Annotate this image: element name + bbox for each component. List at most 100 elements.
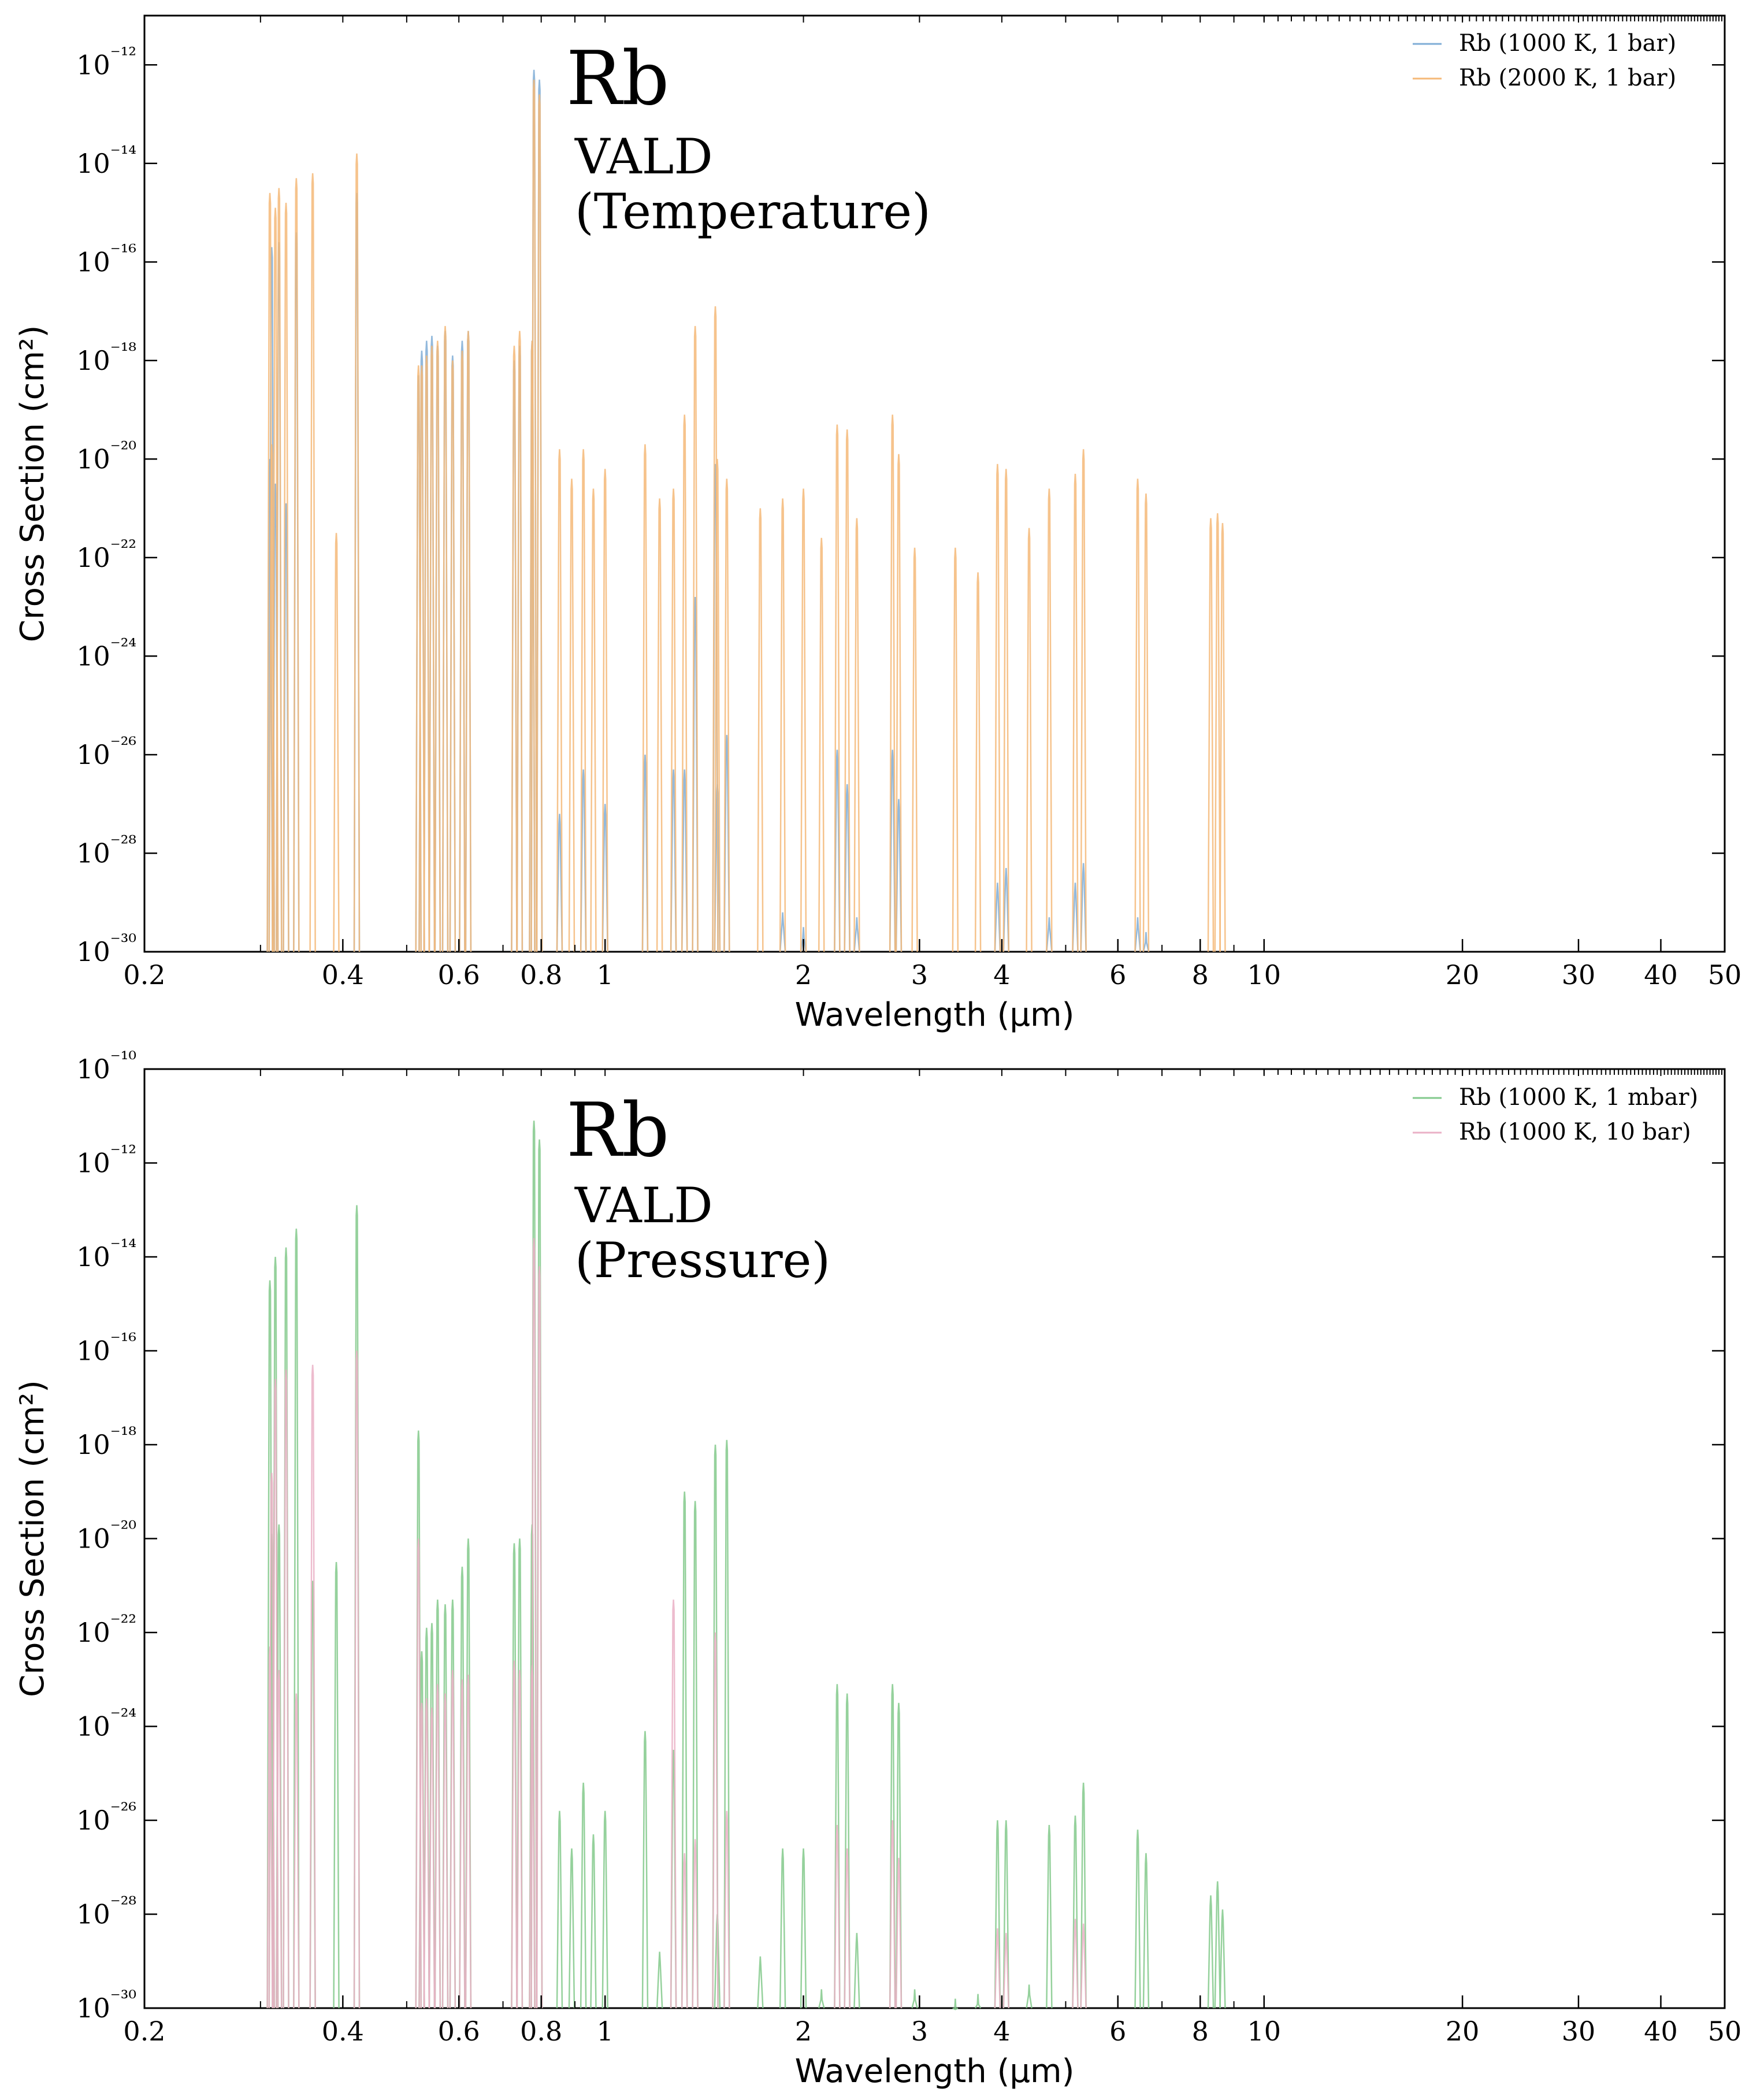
x-tick-label: 20	[1446, 959, 1480, 990]
spectral-line	[511, 1660, 518, 2009]
spectral-line	[530, 79, 537, 952]
y-axis-label: Cross Section (cm²)	[14, 1380, 51, 1697]
spectral-line	[423, 1698, 430, 2009]
spectral-line	[1080, 863, 1087, 952]
spectral-line	[952, 547, 959, 952]
spectral-line	[415, 365, 422, 952]
spectral-line	[516, 331, 523, 952]
spectral-line	[556, 814, 563, 952]
spectral-line	[853, 917, 860, 952]
y-tick-label: 10⁻²⁰	[76, 437, 136, 474]
spectral-line	[333, 1562, 340, 2009]
spectral-line	[1134, 1830, 1141, 2009]
spectral-line	[1214, 513, 1221, 952]
x-tick-label: 4	[993, 959, 1010, 990]
spectral-line	[293, 178, 300, 952]
spectral-line	[681, 1853, 688, 2009]
spectral-line	[723, 1810, 730, 2009]
annotation-variation: (Temperature)	[575, 183, 931, 240]
spectral-line	[834, 1825, 841, 2009]
spectral-line	[418, 1702, 425, 2009]
spectral-line	[459, 1679, 466, 2009]
spectral-line	[276, 1669, 283, 2009]
spectral-line	[293, 1693, 300, 2009]
spectral-line	[333, 533, 340, 952]
spectral-line	[656, 1951, 663, 2009]
spectral-line	[844, 784, 850, 952]
spectral-line	[800, 488, 807, 952]
spectral-line	[911, 1989, 918, 2009]
spectral-line	[441, 326, 449, 952]
spectral-line	[889, 1820, 896, 2009]
spectral-line	[834, 424, 841, 952]
y-tick-label: 10⁻²⁰	[76, 1518, 136, 1554]
spectral-line	[1207, 1895, 1215, 2009]
spectral-line	[670, 769, 677, 952]
x-tick-label: 0.6	[438, 959, 480, 990]
spectral-line	[853, 1932, 860, 2009]
legend-entry: Rb (1000 K, 10 bar)	[1459, 1119, 1691, 1145]
spectral-line	[441, 1693, 449, 2009]
x-tick-label: 30	[1562, 959, 1596, 990]
spectral-line	[272, 207, 279, 952]
spectral-line	[568, 478, 575, 952]
y-tick-label: 10⁻¹²	[76, 1142, 136, 1179]
spectral-line	[895, 1857, 903, 2009]
x-tick-label: 3	[911, 959, 928, 990]
spectral-line	[895, 454, 903, 952]
x-tick-label: 1	[597, 2016, 614, 2047]
x-tick-label: 8	[1192, 2016, 1209, 2047]
spectral-line	[1219, 523, 1226, 952]
spectral-line	[423, 355, 430, 952]
spectral-line	[568, 1848, 575, 2009]
x-tick-label: 0.4	[322, 2016, 364, 2047]
x-tick-label: 50	[1708, 2016, 1742, 2047]
spectral-line	[757, 1956, 764, 2009]
plot-frame	[143, 1068, 1726, 2009]
spectral-line	[779, 498, 786, 952]
spectral-line	[276, 188, 283, 952]
spectral-line	[681, 769, 688, 952]
spectral-line	[293, 1229, 300, 2009]
spectral-line	[1026, 1984, 1033, 2009]
x-tick-label: 2	[795, 2016, 812, 2047]
x-tick-label: 4	[993, 2016, 1010, 2047]
legend: Rb (1000 K, 1 mbar) Rb (1000 K, 10 bar)	[1413, 1084, 1698, 1145]
spectral-line	[723, 734, 730, 952]
spectral-line	[434, 340, 441, 952]
spectral-line	[818, 1989, 825, 2009]
spectral-line	[779, 912, 786, 952]
annotation-database: VALD	[574, 128, 713, 185]
spectral-line	[641, 754, 649, 952]
spectral-line	[1142, 493, 1150, 952]
y-tick-label: 10⁻²⁶	[76, 1799, 136, 1836]
x-tick-label: 0.2	[123, 959, 165, 990]
spectral-line	[428, 346, 436, 952]
spectral-line	[556, 449, 563, 952]
x-tick-label: 3	[911, 2016, 928, 2047]
y-tick-label: 10⁻¹⁶	[76, 240, 136, 277]
spectral-line	[283, 1369, 289, 2009]
spectral-line	[530, 1238, 537, 2009]
spectral-line	[1142, 932, 1150, 952]
y-tick-label: 10⁻²⁸	[76, 832, 136, 869]
spectral-line	[1046, 1825, 1053, 2009]
spectral-line	[975, 1994, 982, 2009]
x-tick-label: 20	[1446, 2016, 1480, 2047]
spectral-line	[309, 1364, 316, 2009]
spectral-line	[1080, 1782, 1087, 2009]
spectral-line	[844, 1693, 850, 2009]
y-tick-label: 10⁻¹⁸	[76, 1423, 136, 1460]
spectral-line	[779, 1848, 786, 2009]
spectral-line	[889, 414, 896, 952]
x-axis-label: Wavelength (μm)	[795, 996, 1075, 1034]
spectral-line	[681, 1491, 688, 2009]
y-tick-label: 10⁻¹⁴	[76, 1235, 136, 1272]
spectral-line	[511, 346, 518, 952]
spectral-line	[895, 799, 903, 952]
spectral-line	[459, 350, 466, 952]
x-axis-ticks: 0.2 0.4 0.6 0.8 1 2 3 4 6 8 10 20 30 40 50	[123, 16, 1741, 990]
spectral-line	[800, 1848, 807, 2009]
spectral-line	[601, 469, 608, 952]
spectral-line	[895, 1702, 903, 2009]
